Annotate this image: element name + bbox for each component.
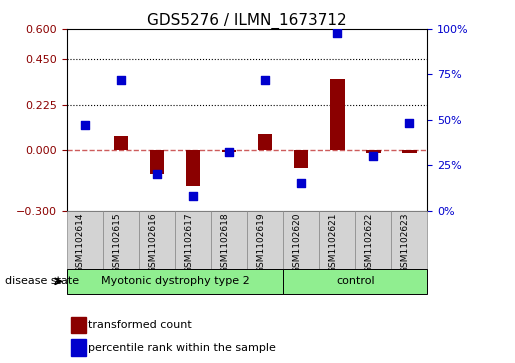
Point <box>297 180 305 186</box>
Bar <box>366 150 381 153</box>
Text: disease state: disease state <box>5 276 79 286</box>
Bar <box>150 150 164 174</box>
Text: Myotonic dystrophy type 2: Myotonic dystrophy type 2 <box>101 276 249 286</box>
Text: transformed count: transformed count <box>89 321 192 330</box>
Bar <box>330 79 345 150</box>
Text: GSM1102615: GSM1102615 <box>112 212 121 273</box>
Bar <box>258 134 272 150</box>
Point <box>225 150 233 155</box>
FancyBboxPatch shape <box>103 211 139 269</box>
FancyBboxPatch shape <box>247 211 283 269</box>
Point <box>153 171 161 177</box>
Point <box>189 193 197 199</box>
Bar <box>71 339 86 356</box>
FancyBboxPatch shape <box>67 211 103 269</box>
Point <box>261 77 269 83</box>
Text: GSM1102614: GSM1102614 <box>76 212 85 273</box>
Text: GSM1102622: GSM1102622 <box>365 212 373 273</box>
Bar <box>402 150 417 153</box>
FancyBboxPatch shape <box>67 269 283 294</box>
Text: GDS5276 / ILMN_1673712: GDS5276 / ILMN_1673712 <box>147 13 347 29</box>
FancyBboxPatch shape <box>283 269 427 294</box>
FancyBboxPatch shape <box>139 211 175 269</box>
Text: GSM1102620: GSM1102620 <box>293 212 301 273</box>
Point <box>81 122 89 128</box>
FancyBboxPatch shape <box>211 211 247 269</box>
Text: control: control <box>336 276 375 286</box>
Point <box>333 30 341 36</box>
Text: GSM1102621: GSM1102621 <box>329 212 337 273</box>
Bar <box>186 150 200 186</box>
Text: GSM1102623: GSM1102623 <box>401 212 409 273</box>
Bar <box>71 317 86 333</box>
Point <box>117 77 125 83</box>
FancyBboxPatch shape <box>175 211 211 269</box>
Bar <box>114 136 128 150</box>
Text: percentile rank within the sample: percentile rank within the sample <box>89 343 276 352</box>
Bar <box>294 150 308 168</box>
FancyBboxPatch shape <box>283 211 319 269</box>
FancyBboxPatch shape <box>355 211 391 269</box>
FancyBboxPatch shape <box>391 211 427 269</box>
FancyBboxPatch shape <box>319 211 355 269</box>
Bar <box>222 150 236 152</box>
Text: GSM1102618: GSM1102618 <box>220 212 229 273</box>
Point <box>405 121 414 126</box>
Point <box>369 153 377 159</box>
Text: GSM1102619: GSM1102619 <box>256 212 265 273</box>
Text: GSM1102616: GSM1102616 <box>148 212 157 273</box>
Text: GSM1102617: GSM1102617 <box>184 212 193 273</box>
